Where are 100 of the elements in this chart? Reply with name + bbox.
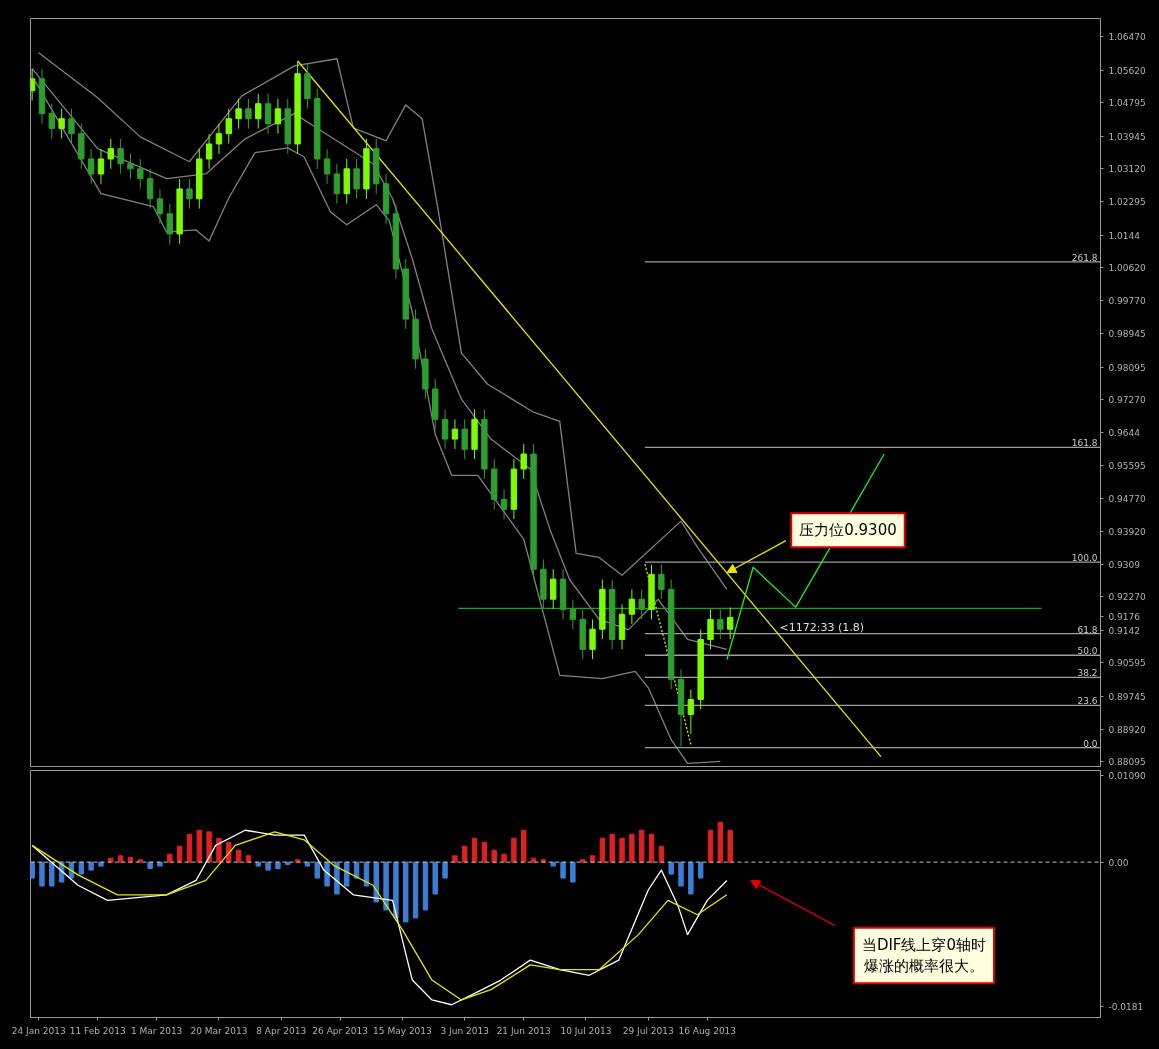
bar (442, 861, 448, 879)
bar (688, 861, 694, 895)
candlestick (707, 608, 714, 650)
candlestick (166, 203, 173, 246)
bar (432, 861, 438, 895)
candlestick (215, 123, 223, 155)
bar (344, 861, 350, 887)
bar (78, 861, 85, 875)
candlestick (638, 588, 645, 620)
bar (216, 837, 222, 863)
annotation: 100.0 (1071, 553, 1098, 564)
candlestick (628, 588, 636, 625)
bar (648, 833, 655, 863)
bar (39, 861, 45, 887)
y-tick-label: 0.00 (1108, 857, 1129, 868)
candlestick (235, 98, 242, 130)
y-tick-label: 0.9644 (1108, 427, 1141, 438)
annotation: 38.2 (1077, 668, 1098, 679)
x-tick-label: 1 Mar 2013 (131, 1025, 183, 1036)
y-tick-label: 0.92270 (1108, 592, 1146, 603)
bar (462, 845, 468, 863)
candlestick (107, 138, 114, 170)
bar (383, 861, 389, 911)
y-tick-label: 0.88920 (1108, 724, 1146, 735)
bar (521, 829, 527, 863)
y-tick-label: 0.9176 (1108, 612, 1141, 623)
bar (412, 861, 419, 919)
candlestick (245, 98, 252, 130)
y-tick-label: 0.97270 (1108, 395, 1146, 406)
bar (560, 861, 566, 879)
candlestick (441, 408, 449, 450)
y-tick-label: 1.06470 (1108, 32, 1146, 43)
bar (334, 861, 340, 895)
x-tick-label: 29 Jul 2013 (622, 1025, 674, 1036)
y-tick-label: 0.88095 (1108, 757, 1146, 768)
annotation: 0.0 (1083, 738, 1098, 749)
y-tick-label: 0.95595 (1108, 461, 1146, 472)
candlestick (451, 418, 459, 450)
y-tick-label: 0.94770 (1108, 493, 1146, 504)
x-tick-label: 3 Jun 2013 (440, 1025, 489, 1036)
candlestick (589, 618, 596, 660)
bar (186, 833, 193, 863)
bar (265, 861, 271, 871)
y-tick-label: 1.02295 (1108, 196, 1146, 207)
y-tick-label: 0.98095 (1108, 362, 1146, 373)
x-tick-label: 11 Feb 2013 (69, 1025, 126, 1036)
bar (727, 829, 733, 863)
bar (196, 829, 202, 863)
y-tick-label: 0.99770 (1108, 296, 1146, 307)
bar (422, 861, 429, 911)
candlestick (500, 489, 508, 520)
x-tick-label: 10 Jul 2013 (560, 1025, 612, 1036)
candlestick (461, 418, 468, 460)
y-tick-label: 1.05620 (1108, 65, 1146, 76)
x-tick-label: 21 Jun 2013 (496, 1025, 551, 1036)
bar (88, 861, 94, 871)
bar (570, 861, 576, 883)
candlestick (255, 93, 262, 130)
bar (678, 861, 684, 887)
bar (98, 861, 104, 867)
bar (530, 857, 537, 863)
bar (717, 821, 724, 863)
candlestick (274, 98, 282, 135)
candlestick (68, 108, 75, 145)
bar (599, 837, 606, 863)
bar (117, 855, 124, 863)
annotation: 61.8 (1077, 624, 1098, 635)
y-tick-label: 0.01090 (1108, 770, 1146, 781)
x-tick-label: 20 Mar 2013 (190, 1025, 248, 1036)
candlestick (225, 108, 232, 145)
bar (668, 861, 674, 875)
annotation: 161.8 (1071, 438, 1098, 449)
y-tick-label: 0.9309 (1108, 560, 1141, 571)
candlestick (687, 689, 695, 735)
bar (403, 861, 409, 923)
bar (550, 861, 556, 867)
y-tick-label: -0.0181 (1108, 1001, 1144, 1012)
x-tick-label: 24 Jan 2013 (11, 1025, 66, 1036)
bar (638, 829, 645, 863)
candlestick (726, 607, 734, 640)
candlestick (353, 158, 360, 200)
bar (452, 855, 458, 863)
annotation: 压力位0.9300 (799, 521, 897, 540)
candlestick (58, 108, 65, 139)
y-tick-label: 1.04795 (1108, 98, 1146, 109)
bar (511, 837, 517, 863)
candlestick (48, 103, 56, 139)
bar (481, 841, 488, 863)
y-tick-label: 1.03120 (1108, 164, 1146, 175)
candlestick (569, 599, 577, 630)
candlestick (127, 153, 134, 180)
bar (707, 829, 714, 863)
bar (619, 837, 625, 863)
bar (629, 833, 635, 863)
bar (491, 849, 497, 863)
y-tick-label: 0.93920 (1108, 527, 1146, 538)
y-tick-label: 0.89745 (1108, 691, 1146, 702)
x-tick-label: 8 Apr 2013 (256, 1025, 307, 1036)
y-tick-label: 1.00620 (1108, 262, 1146, 273)
bar (167, 853, 173, 863)
